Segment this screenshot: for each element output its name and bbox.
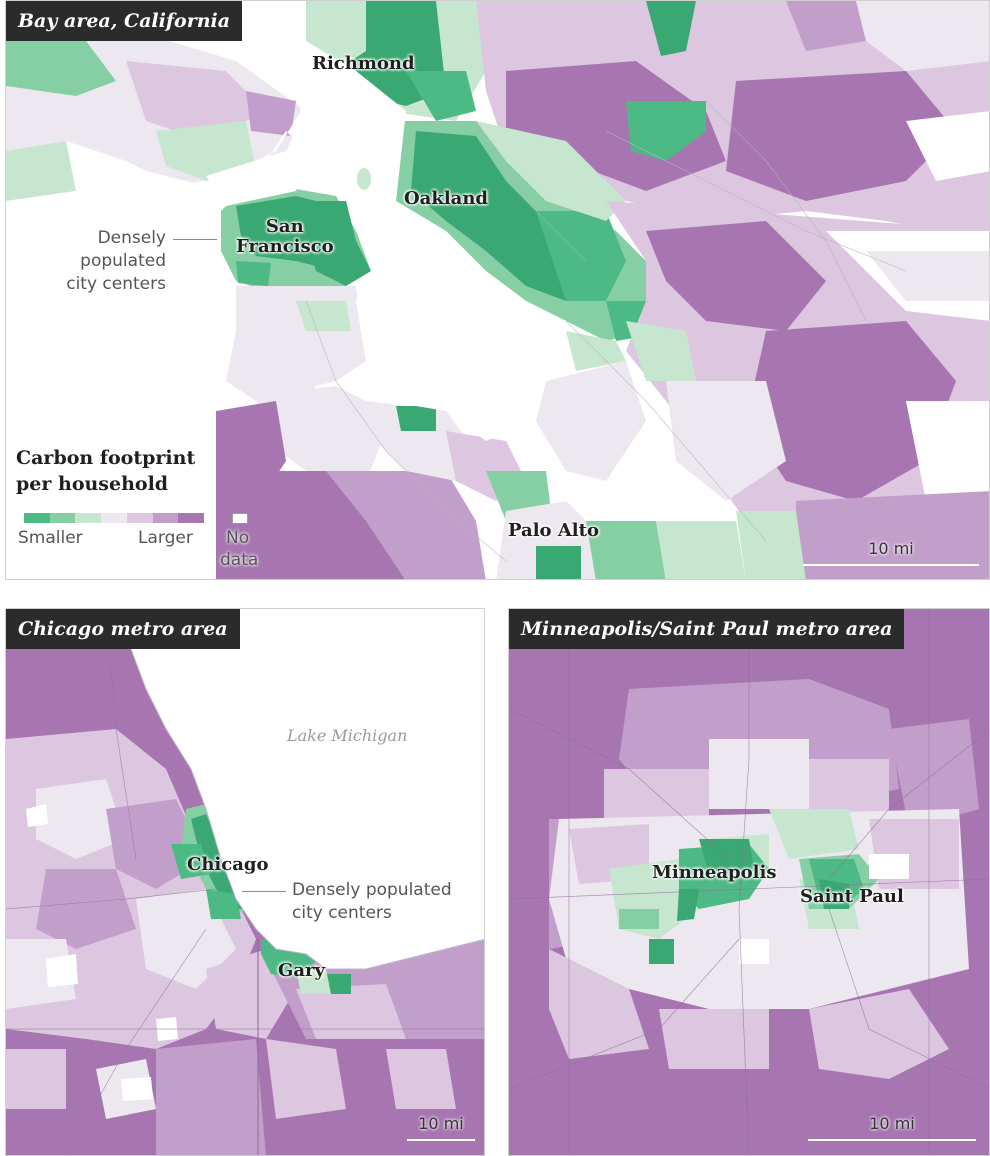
city-label-richmond: Richmond (312, 53, 415, 74)
chicago-panel: Chicago metro area Lake Michigan Chicago… (5, 608, 485, 1156)
legend-title-line2: per household (16, 473, 169, 495)
legend-swatch (24, 513, 50, 523)
legend-swatch (101, 513, 127, 523)
legend-larger-label: Larger (138, 528, 193, 548)
bay-scale-bar: 10 mi (803, 539, 979, 566)
bay-area-panel: Bay area, California Richmond Oakland Sa… (5, 0, 990, 580)
chicago-note-line2: city centers (292, 903, 392, 923)
minneapolis-scale-line (808, 1139, 976, 1141)
chicago-map (6, 609, 484, 1155)
city-label-palo-alto: Palo Alto (508, 520, 599, 541)
bay-note-leader (173, 239, 217, 240)
chicago-scale-bar: 10 mi (407, 1114, 475, 1141)
minneapolis-title: Minneapolis/Saint Paul metro area (509, 609, 905, 649)
minneapolis-panel: Minneapolis/Saint Paul metro area Minnea… (508, 608, 990, 1156)
lake-michigan (131, 609, 484, 969)
minneapolis-scale-bar: 10 mi (808, 1114, 976, 1141)
city-label-minneapolis: Minneapolis (652, 862, 777, 883)
bay-note-line1: Densely (97, 228, 166, 248)
bay-note-line3: city centers (66, 274, 166, 294)
lake-michigan-label: Lake Michigan (287, 726, 408, 745)
chicago-density-note: Densely populated city centers (292, 879, 452, 925)
chicago-note-leader (242, 891, 286, 892)
legend: Carbon footprint per household Smaller L… (16, 445, 266, 570)
legend-color-scale (24, 513, 205, 523)
legend-swatch (178, 513, 205, 523)
chicago-scale-label: 10 mi (418, 1114, 464, 1133)
chicago-title: Chicago metro area (6, 609, 240, 649)
bay-water (6, 1, 566, 461)
legend-no-data-label: No data (220, 527, 258, 571)
city-label-gary: Gary (278, 960, 325, 981)
city-label-oakland: Oakland (404, 188, 488, 209)
city-label-san-francisco: San Francisco (236, 217, 334, 257)
bay-note-line2: populated (80, 251, 166, 271)
legend-no-data-line2: data (220, 550, 259, 570)
legend-no-data-swatch (232, 513, 248, 524)
legend-title-line1: Carbon footprint (16, 447, 196, 469)
minneapolis-map (509, 609, 989, 1155)
bay-density-note: Densely populated city centers (6, 227, 166, 296)
bay-scale-label: 10 mi (868, 539, 914, 558)
legend-swatch (126, 513, 153, 523)
city-label-chicago: Chicago (187, 854, 269, 875)
city-label-saint-paul: Saint Paul (800, 886, 904, 907)
legend-title: Carbon footprint per household (16, 445, 266, 497)
bay-area-map (6, 1, 989, 579)
sf-label-line2: Francisco (236, 236, 334, 257)
legend-swatch (152, 513, 179, 523)
bay-area-title: Bay area, California (6, 1, 243, 41)
legend-swatch (75, 513, 102, 523)
legend-swatch (49, 513, 76, 523)
minneapolis-scale-label: 10 mi (869, 1114, 915, 1133)
legend-no-data-line1: No (226, 528, 250, 548)
chicago-scale-line (407, 1139, 475, 1141)
bay-scale-line (803, 564, 979, 566)
legend-smaller-label: Smaller (18, 528, 83, 548)
chicago-note-line1: Densely populated (292, 880, 452, 900)
sf-label-line1: San (265, 216, 304, 237)
